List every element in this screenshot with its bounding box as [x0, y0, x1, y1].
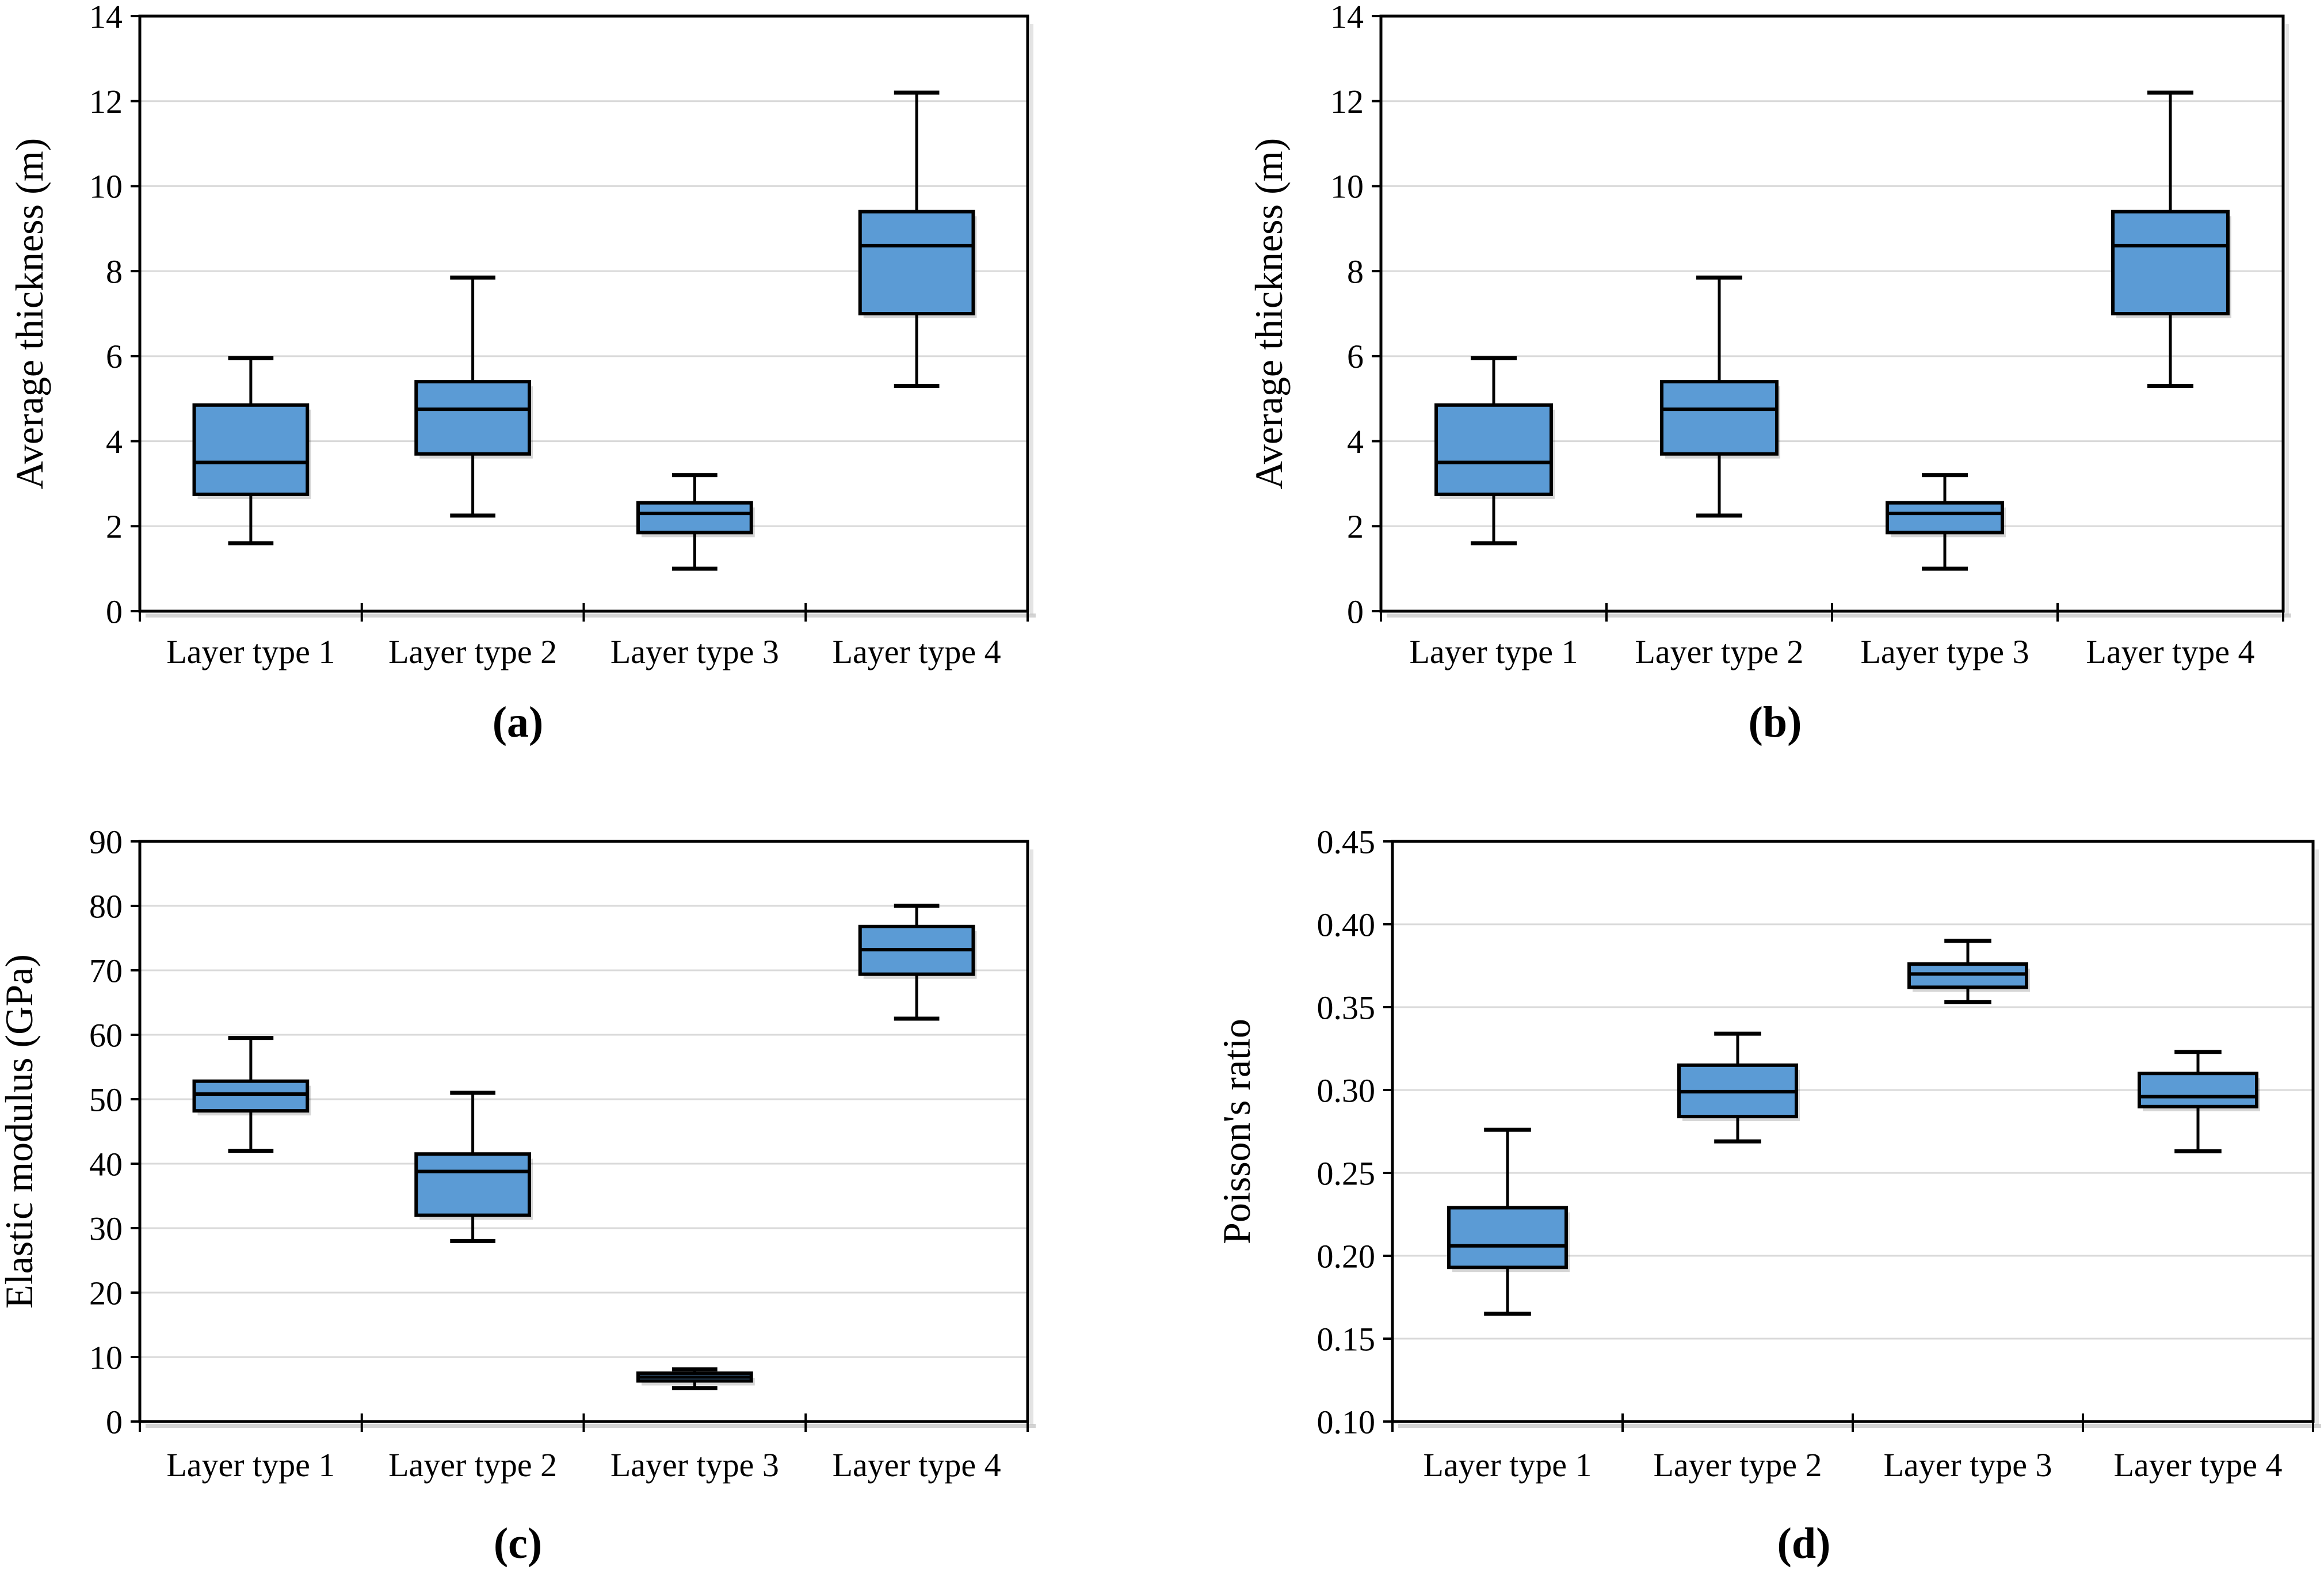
y-axis-title: Average thickness (m): [7, 138, 51, 490]
x-category-label: Layer type 2: [388, 633, 557, 670]
iqr-box: [192, 1079, 310, 1113]
x-category-label: Layer type 1: [1423, 1446, 1592, 1484]
iqr-box: [414, 1152, 531, 1217]
y-tick-label: 80: [89, 887, 123, 925]
x-category-label: Layer type 2: [1635, 633, 1803, 670]
iqr-box: [414, 380, 531, 456]
iqr-box: [1660, 380, 1779, 456]
caption-c: (c): [345, 1519, 690, 1569]
panel-a: 0 2 4 6 8 10 12 14 Layer type 1 Layer type 2 Layer…: [0, 0, 1162, 795]
x-category-label: Layer type 4: [833, 1446, 1001, 1484]
y-axis-title: Average thickness (m): [1247, 138, 1291, 490]
boxplot-chart-a: 0 2 4 6 8 10 12 14 Layer type 1 Layer type 2 Layer…: [7, 0, 1036, 670]
x-category-label: Layer type 2: [1653, 1446, 1822, 1484]
caption-b-label: (b): [1748, 698, 1802, 746]
caption-a-label: (a): [492, 698, 544, 746]
y-tick-label: 50: [89, 1081, 123, 1118]
frame-shadow-bottom: [1398, 1424, 2321, 1428]
frame-shadow-right: [2315, 849, 2319, 1425]
y-tick-label: 90: [89, 823, 123, 860]
panel-d: 0.10 0.15 0.20 0.25 0.30 0.35 0.40 0.45 Layer ty…: [1162, 795, 2324, 1589]
caption-d-label: (d): [1777, 1519, 1831, 1568]
y-tick-label: 40: [89, 1145, 123, 1183]
x-category-label: Layer type 3: [610, 1446, 779, 1484]
y-tick-label: 10: [1330, 168, 1364, 205]
iqr-box: [1434, 403, 1553, 496]
y-tick-label: 8: [1347, 253, 1364, 290]
y-tick-label: 14: [89, 0, 123, 35]
boxplot-chart-d: 0.10 0.15 0.20 0.25 0.30 0.35 0.40 0.45 Layer ty…: [1215, 823, 2321, 1484]
y-tick-label: 4: [106, 423, 123, 460]
y-tick-label: 6: [1347, 338, 1364, 375]
iqr-box: [2138, 1072, 2258, 1108]
y-axis-title: Elastic modulus (GPa): [0, 954, 41, 1309]
y-tick-label: 14: [1330, 0, 1364, 35]
y-tick-label: 2: [1347, 508, 1364, 546]
x-category-label: Layer type 3: [1860, 633, 2029, 670]
y-tick-label: 20: [89, 1274, 123, 1312]
y-tick-label: 12: [1330, 83, 1364, 120]
iqr-box: [636, 501, 753, 535]
boxplot-chart-b: 0 2 4 6 8 10 12 14 Layer type 1 Layer type 2 Layer…: [1247, 0, 2291, 670]
x-category-label: Layer type 3: [1883, 1446, 2052, 1484]
y-tick-label: 12: [89, 83, 123, 120]
y-tick-label: 4: [1347, 423, 1364, 460]
y-tick-label: 8: [106, 253, 123, 290]
y-tick-label: 0.45: [1317, 823, 1376, 860]
frame-shadow-bottom: [146, 1424, 1036, 1428]
iqr-box: [858, 209, 975, 315]
panel-b: 0 2 4 6 8 10 12 14 Layer type 1 Layer type 2 Layer…: [1162, 0, 2324, 795]
caption-d: (d): [1631, 1519, 1976, 1569]
y-tick-label: 0.20: [1317, 1237, 1376, 1275]
plot-frame: [138, 14, 1029, 613]
y-tick-label: 10: [89, 168, 123, 205]
frame-shadow-bottom: [146, 614, 1036, 618]
y-tick-label: 10: [89, 1339, 123, 1376]
iqr-box: [192, 403, 310, 496]
y-tick-label: 0: [1347, 593, 1364, 630]
y-tick-label: 0.25: [1317, 1154, 1376, 1192]
plot-frame: [138, 840, 1029, 1423]
y-tick-label: 0: [106, 593, 123, 630]
x-category-label: Layer type 2: [388, 1446, 557, 1484]
x-category-label: Layer type 1: [166, 1446, 335, 1484]
caption-b: (b): [1602, 698, 1948, 748]
iqr-box: [1447, 1206, 1568, 1270]
y-axis-title: Poisson's ratio: [1215, 1019, 1258, 1244]
x-category-label: Layer type 3: [610, 633, 779, 670]
iqr-box: [1886, 501, 2004, 535]
frame-shadow-right: [2285, 24, 2289, 615]
boxplot-chart-c: 0 10 20 30 40 50 60 70 80 90 Layer type 1 Layer typ…: [0, 823, 1036, 1484]
y-tick-label: 0.30: [1317, 1072, 1376, 1109]
x-category-label: Layer type 1: [166, 633, 335, 670]
y-tick-label: 0: [106, 1403, 123, 1441]
y-tick-label: 6: [106, 338, 123, 375]
y-tick-label: 0.10: [1317, 1403, 1376, 1441]
frame-shadow-bottom: [1387, 614, 2291, 618]
y-tick-label: 30: [89, 1210, 123, 1247]
frame-shadow-right: [1030, 24, 1033, 615]
y-tick-label: 0.40: [1317, 906, 1376, 943]
panel-c: 0 10 20 30 40 50 60 70 80 90 Layer type 1 Layer typ…: [0, 795, 1162, 1589]
plot-frame: [1379, 14, 2285, 613]
x-category-label: Layer type 4: [833, 633, 1001, 670]
y-tick-label: 60: [89, 1016, 123, 1054]
frame-shadow-right: [1030, 849, 1033, 1425]
plot-frame: [1391, 840, 2315, 1423]
y-tick-label: 0.35: [1317, 989, 1376, 1026]
x-category-label: Layer type 4: [2113, 1446, 2282, 1484]
x-category-label: Layer type 1: [1409, 633, 1578, 670]
iqr-box: [2111, 209, 2230, 315]
y-tick-label: 2: [106, 508, 123, 546]
caption-c-label: (c): [493, 1519, 543, 1568]
x-category-label: Layer type 4: [2086, 633, 2254, 670]
y-tick-label: 70: [89, 952, 123, 989]
caption-a: (a): [345, 698, 690, 748]
y-tick-label: 0.15: [1317, 1320, 1376, 1358]
